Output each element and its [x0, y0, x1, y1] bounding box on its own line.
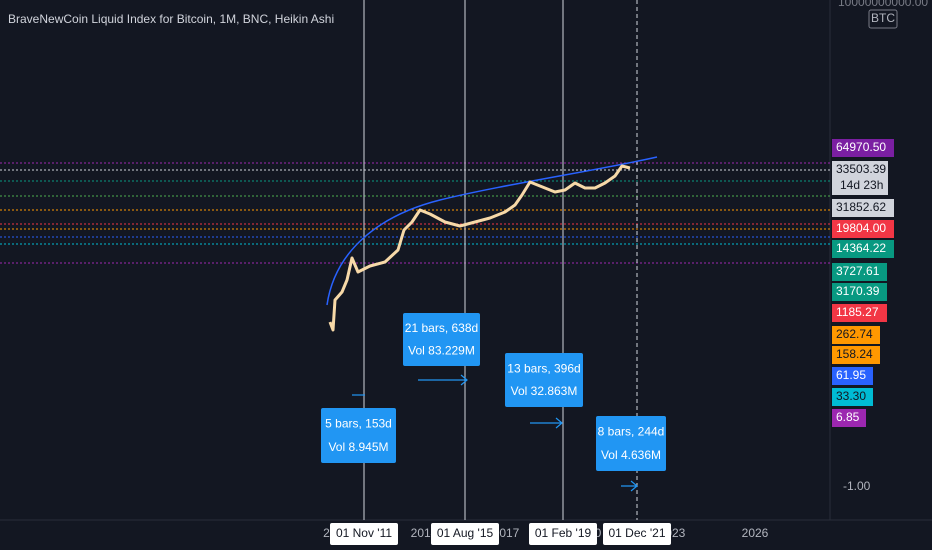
price-label-box — [832, 346, 880, 364]
price-label-box — [832, 240, 894, 258]
measure-vol: Vol 8.945M — [328, 440, 388, 454]
price-label: 158.24 — [836, 347, 873, 361]
date-labels: 01 Nov '11 01 Aug '15 01 Feb '19 01 Dec '21 — [330, 523, 671, 545]
measure-bars: 21 bars, 638d — [405, 321, 478, 335]
date-label-box — [603, 523, 671, 545]
top-price: 10000000000.00 — [838, 0, 928, 9]
year-label: 2017 — [493, 526, 520, 540]
currency-box — [868, 9, 898, 29]
measure-box — [596, 416, 666, 471]
price-label-box — [832, 326, 880, 344]
date-label-box — [330, 523, 398, 545]
price-label-box — [832, 388, 873, 406]
price-label: 14364.22 — [836, 241, 886, 255]
arrow — [530, 417, 563, 429]
arrow — [621, 480, 638, 492]
price-label-box — [832, 409, 866, 427]
measure-bars: 5 bars, 153d — [325, 417, 392, 431]
countdown: 14d 23h — [840, 178, 883, 192]
price-label: 33.30 — [836, 389, 866, 403]
price-label-box — [832, 367, 873, 385]
price-label-box — [832, 283, 887, 301]
year-label: 2014 — [411, 526, 438, 540]
price-label: 262.74 — [836, 327, 873, 341]
date-label-box — [529, 523, 597, 545]
price-label: 61.95 — [836, 368, 866, 382]
arrow — [418, 374, 468, 386]
chart-title: BraveNewCoin Liquid Index for Bitcoin, 1… — [8, 12, 334, 26]
vertical-lines — [363, 0, 638, 520]
price-label: 3170.39 — [836, 284, 880, 298]
price-labels: 64970.50 33503.39 14d 23h 31852.62 19804.00 1… — [832, 139, 894, 427]
price-candles — [328, 164, 631, 332]
measure-bars: 8 bars, 244d — [598, 425, 665, 439]
price-label-box — [832, 304, 887, 322]
price-label-box — [832, 220, 894, 238]
measurements: 5 bars, 153d Vol 8.945M 21 bars, 638d Vol 8… — [321, 313, 666, 471]
price-label: 33503.39 — [836, 162, 886, 176]
measure-box — [505, 353, 583, 407]
price-label-box — [832, 263, 887, 281]
price-label: 1185.27 — [836, 305, 879, 319]
date-label-box — [431, 523, 499, 545]
price-label: 6.85 — [836, 410, 860, 424]
bottom-price: -1.00 — [843, 479, 871, 493]
measure-box — [321, 408, 396, 463]
measure-vol: Vol 4.636M — [601, 448, 661, 462]
price-label: 64970.50 — [836, 140, 886, 154]
currency: BTC — [871, 11, 895, 25]
measure-bars: 13 bars, 396d — [507, 361, 580, 375]
date-label: 01 Dec '21 — [609, 526, 666, 540]
measure-vol: Vol 83.229M — [408, 343, 475, 357]
arc-drawing — [326, 156, 658, 306]
price-label: 19804.00 — [836, 221, 886, 235]
date-label: 01 Nov '11 — [336, 526, 392, 540]
measure-vol: Vol 32.863M — [511, 384, 578, 398]
price-label: 31852.62 — [836, 200, 886, 214]
price-label-box — [832, 139, 894, 157]
price-label: 3727.61 — [836, 264, 880, 278]
date-label: 01 Feb '19 — [535, 526, 592, 540]
price-label-box — [832, 161, 888, 195]
measure-box — [403, 313, 480, 366]
price-label-box — [832, 199, 894, 217]
arrows — [352, 374, 638, 492]
year-label: 2026 — [742, 526, 769, 540]
date-label: 01 Aug '15 — [437, 526, 494, 540]
